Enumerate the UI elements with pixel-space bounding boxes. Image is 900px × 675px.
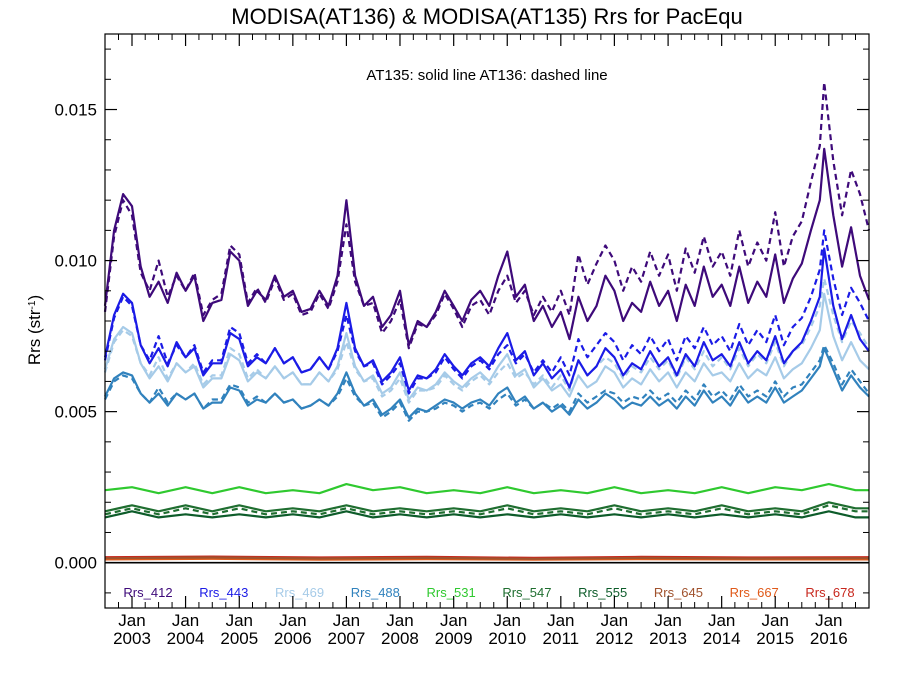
x-tick-label-month: Jan — [279, 611, 306, 630]
y-axis-label-sup: -1 — [27, 300, 38, 309]
plot-frame — [104, 33, 870, 609]
x-tick-label-year: 2010 — [488, 629, 526, 648]
series-rrs-645-solid-line — [104, 556, 870, 560]
series-rrs-547-dashed-line — [104, 504, 869, 516]
legend-item-rrs-678: Rrs_678 — [805, 585, 854, 600]
x-tick-label-month: Jan — [440, 611, 467, 630]
x-tick-label-month: Jan — [118, 611, 145, 630]
series-rrs-555-solid-line — [104, 510, 869, 519]
legend-item-rrs-488: Rrs_488 — [351, 585, 400, 600]
legend-item-rrs-555: Rrs_555 — [578, 585, 627, 600]
x-tick-label-year: 2004 — [167, 629, 205, 648]
y-tick-label: 0.015 — [54, 101, 97, 120]
legend-item-rrs-645: Rrs_645 — [654, 585, 703, 600]
x-tick-label-year: 2014 — [703, 629, 741, 648]
series-rrs-469-solid-line — [103, 292, 870, 401]
series-rrs-412-dashed-line — [103, 81, 871, 350]
x-tick-label-year: 2013 — [649, 629, 687, 648]
x-tick-label-month: Jan — [815, 611, 842, 630]
x-tick-label-year: 2007 — [327, 629, 365, 648]
legend-item-rrs-531: Rrs_531 — [427, 585, 476, 600]
axes: 0.0000.0050.0100.015Jan2003Jan2004Jan200… — [54, 33, 870, 648]
x-tick-label-month: Jan — [708, 611, 735, 630]
legend-item-rrs-412: Rrs_412 — [123, 585, 172, 600]
x-tick-label-month: Jan — [762, 611, 789, 630]
x-tick-label-month: Jan — [386, 611, 413, 630]
series-rrs-488-dashed-line — [104, 344, 870, 422]
y-tick-label: 0.005 — [54, 403, 97, 422]
x-tick-label-year: 2005 — [220, 629, 258, 648]
series-rrs-412-solid-line — [103, 147, 871, 347]
x-tick-label-year: 2012 — [595, 629, 633, 648]
y-tick-label: 0.000 — [54, 554, 97, 573]
series-rrs-547-solid-line — [104, 501, 869, 513]
y-axis-label: Rrs (str-1) — [25, 295, 44, 365]
y-tick-label: 0.010 — [54, 252, 97, 271]
series-rrs-469-dashed-line — [103, 277, 870, 404]
y-axis-label-text: Rrs (str — [25, 309, 44, 365]
x-tick-label-year: 2008 — [381, 629, 419, 648]
x-tick-label-year: 2006 — [274, 629, 312, 648]
x-tick-label-year: 2011 — [543, 629, 580, 648]
legend-item-rrs-469: Rrs_469 — [275, 585, 324, 600]
x-tick-label-month: Jan — [547, 611, 574, 630]
plot-lines — [103, 81, 871, 564]
x-tick-label-year: 2015 — [756, 629, 794, 648]
x-tick-label-month: Jan — [333, 611, 360, 630]
x-tick-label-month: Jan — [226, 611, 253, 630]
x-tick-label-year: 2016 — [810, 629, 848, 648]
x-tick-label-month: Jan — [172, 611, 199, 630]
y-axis-label-close: ) — [25, 295, 44, 301]
series-rrs-488-solid-line — [104, 347, 870, 419]
legend-item-rrs-547: Rrs_547 — [502, 585, 551, 600]
chart-title: MODISA(AT136) & MODISA(AT135) Rrs for Pa… — [231, 4, 742, 29]
x-tick-label-month: Jan — [601, 611, 628, 630]
chart-annotation: AT135: solid line AT136: dashed line — [366, 67, 607, 84]
legend-item-rrs-667: Rrs_667 — [730, 585, 779, 600]
x-tick-label-year: 2003 — [113, 629, 151, 648]
x-tick-label-year: 2009 — [435, 629, 473, 648]
legend: Rrs_412 Rrs_443 Rrs_469 Rrs_488 Rrs_531 Rrs_5… — [123, 585, 854, 600]
series-rrs-443-dashed-line — [103, 229, 870, 395]
x-tick-label-month: Jan — [494, 611, 521, 630]
series-rrs-443-solid-line — [103, 247, 870, 392]
x-tick-label-month: Jan — [654, 611, 681, 630]
legend-item-rrs-443: Rrs_443 — [199, 585, 248, 600]
series-rrs-531-solid-line — [104, 483, 869, 495]
